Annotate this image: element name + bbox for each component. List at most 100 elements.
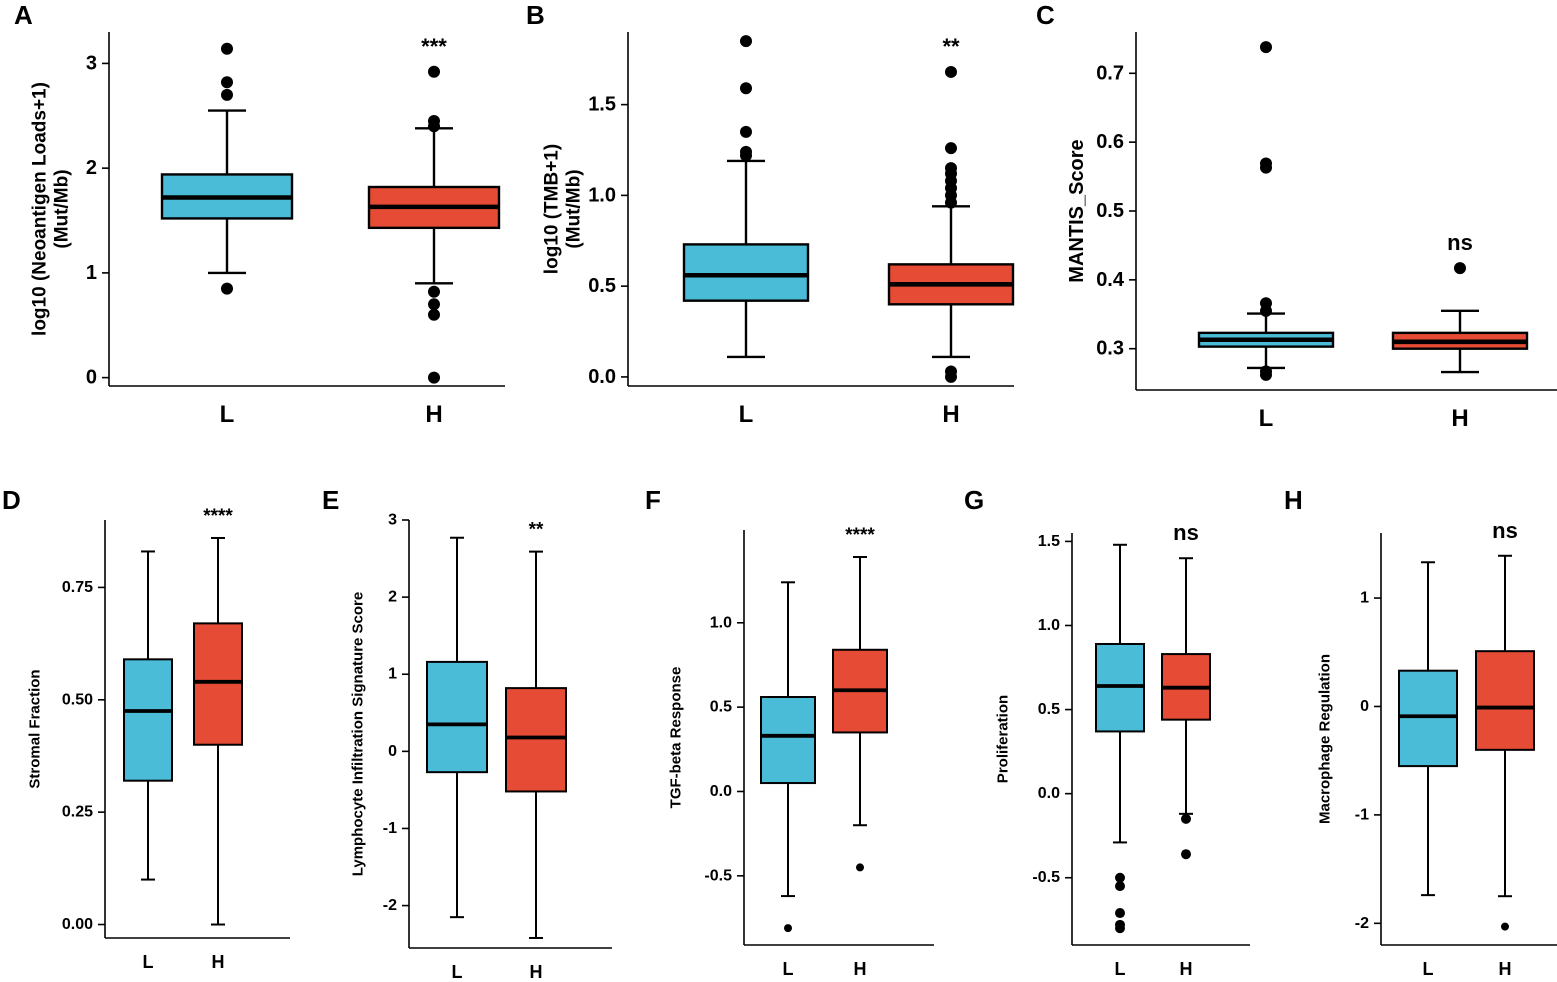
x-category-label: L	[1423, 959, 1434, 979]
panel-label-b: B	[526, 0, 545, 30]
box-H	[832, 555, 888, 872]
panel-label-d: D	[2, 485, 21, 515]
y-tick-label: 1.0	[1038, 617, 1060, 634]
outlier-point	[221, 88, 233, 101]
y-tick-label: -0.5	[704, 867, 732, 884]
y-tick-label: 0.0	[588, 366, 616, 388]
outlier-point	[740, 35, 752, 48]
significance-label: **	[529, 520, 544, 541]
panel-g: G -0.5 0.0 0.5 1.0 1.5 Proliferation L Hns	[964, 485, 1250, 979]
outlier-point	[945, 142, 957, 155]
y-tick-label: 0.5	[588, 275, 616, 297]
outlier-point	[740, 82, 752, 95]
box-H	[367, 65, 501, 384]
significance-label: ****	[845, 525, 875, 546]
panel-label-e: E	[322, 485, 339, 515]
box-iqr	[1475, 650, 1535, 751]
outlier-point	[740, 145, 752, 158]
outlier-point	[221, 76, 233, 89]
x-category-label: L	[739, 401, 754, 428]
y-axis-title: log10 (TMB+1)	[542, 144, 563, 274]
y-tick-label: 0.0	[1038, 785, 1060, 802]
significance-label: ns	[1173, 520, 1199, 545]
x-category-label: H	[425, 401, 442, 428]
y-axis-title: Lymphocyte Infiltration Signature Score	[350, 592, 367, 877]
panel-h: H -2 -1 0 1 Macrophage Regulation L Hns	[1284, 485, 1557, 979]
outlier-point	[1454, 262, 1466, 275]
box-iqr	[760, 696, 816, 785]
outlier-point	[1260, 297, 1272, 310]
panel-label-h: H	[1284, 485, 1303, 515]
outlier-point	[1115, 908, 1125, 919]
x-category-label: H	[1499, 959, 1512, 979]
y-tick-label: 1.0	[710, 614, 732, 631]
y-tick-label: 2	[86, 157, 97, 179]
box-L	[1398, 561, 1458, 897]
box-L	[1197, 41, 1335, 381]
outlier-point	[428, 65, 440, 78]
outlier-point	[740, 125, 752, 138]
significance-label: ns	[1492, 518, 1518, 543]
x-category-label: L	[452, 962, 463, 982]
outlier-point	[1115, 923, 1125, 934]
y-axis-title: Macrophage Regulation	[1317, 654, 1334, 824]
y-tick-label: 0.5	[1038, 701, 1060, 718]
box-L	[760, 581, 816, 933]
y-axis-title: (Mut/Mb)	[564, 169, 585, 248]
y-tick-label: -1	[1355, 806, 1369, 823]
outlier-point	[1115, 881, 1125, 892]
significance-label: **	[942, 34, 960, 59]
x-category-label: H	[212, 952, 225, 972]
y-axis-title: TGF-beta Response	[668, 667, 685, 809]
outlier-point	[428, 115, 440, 128]
x-category-label: H	[1451, 405, 1468, 432]
y-tick-label: 1.5	[1038, 533, 1060, 550]
box-iqr	[193, 622, 243, 746]
panel-a: A 0 1 2 3 log10 (Neoantigen Loads+1) (Mut/Mb) L…	[14, 0, 505, 428]
outlier-point	[1115, 872, 1125, 883]
box-L	[160, 42, 294, 295]
x-category-label: H	[530, 962, 543, 982]
x-category-label: L	[143, 952, 154, 972]
y-axis-title: MANTIS_Score	[1066, 139, 1088, 282]
outlier-point	[221, 42, 233, 55]
outlier-point	[428, 285, 440, 298]
box-H	[1161, 557, 1211, 860]
box-iqr	[682, 243, 810, 302]
y-tick-label: 0.75	[62, 579, 93, 596]
x-category-label: L	[220, 401, 235, 428]
y-tick-label: 2	[388, 589, 397, 606]
y-tick-label: 0.6	[1096, 131, 1124, 153]
x-category-label: H	[942, 401, 959, 428]
y-tick-label: -2	[383, 897, 397, 914]
panel-d: D 0.00 0.25 0.50 0.75 Stromal Fraction L H ****	[2, 485, 290, 972]
y-tick-label: 0	[388, 743, 397, 760]
significance-label: ns	[1447, 230, 1473, 255]
panel-label-f: F	[645, 485, 661, 515]
x-category-label: L	[783, 959, 794, 979]
y-tick-label: -1	[383, 820, 397, 837]
significance-label: ***	[421, 34, 447, 59]
outlier-point	[1181, 849, 1191, 860]
y-axis-title: Proliferation	[995, 695, 1012, 783]
box-L	[426, 536, 488, 919]
box-iqr	[505, 687, 567, 793]
box-H	[505, 550, 567, 939]
y-tick-label: 0	[86, 367, 97, 389]
outlier-point	[945, 365, 957, 378]
box-L	[682, 35, 810, 359]
box-H	[193, 536, 243, 926]
y-tick-label: 0.50	[62, 691, 93, 708]
y-tick-label: 0.25	[62, 804, 93, 821]
y-tick-label: -0.5	[1032, 869, 1060, 886]
y-tick-label: 3	[86, 52, 97, 74]
outlier-point	[856, 863, 864, 872]
box-H	[1475, 554, 1535, 931]
y-tick-label: 1	[388, 666, 397, 683]
y-axis-title: log10 (Neoantigen Loads+1)	[30, 82, 51, 336]
outlier-point	[1260, 157, 1272, 170]
panel-e: E -2 -1 0 1 2 3 Lymphocyte Infiltration Signatu…	[322, 485, 612, 982]
y-tick-label: 0.00	[62, 916, 93, 933]
outlier-point	[221, 282, 233, 295]
y-tick-label: 0.0	[710, 783, 732, 800]
